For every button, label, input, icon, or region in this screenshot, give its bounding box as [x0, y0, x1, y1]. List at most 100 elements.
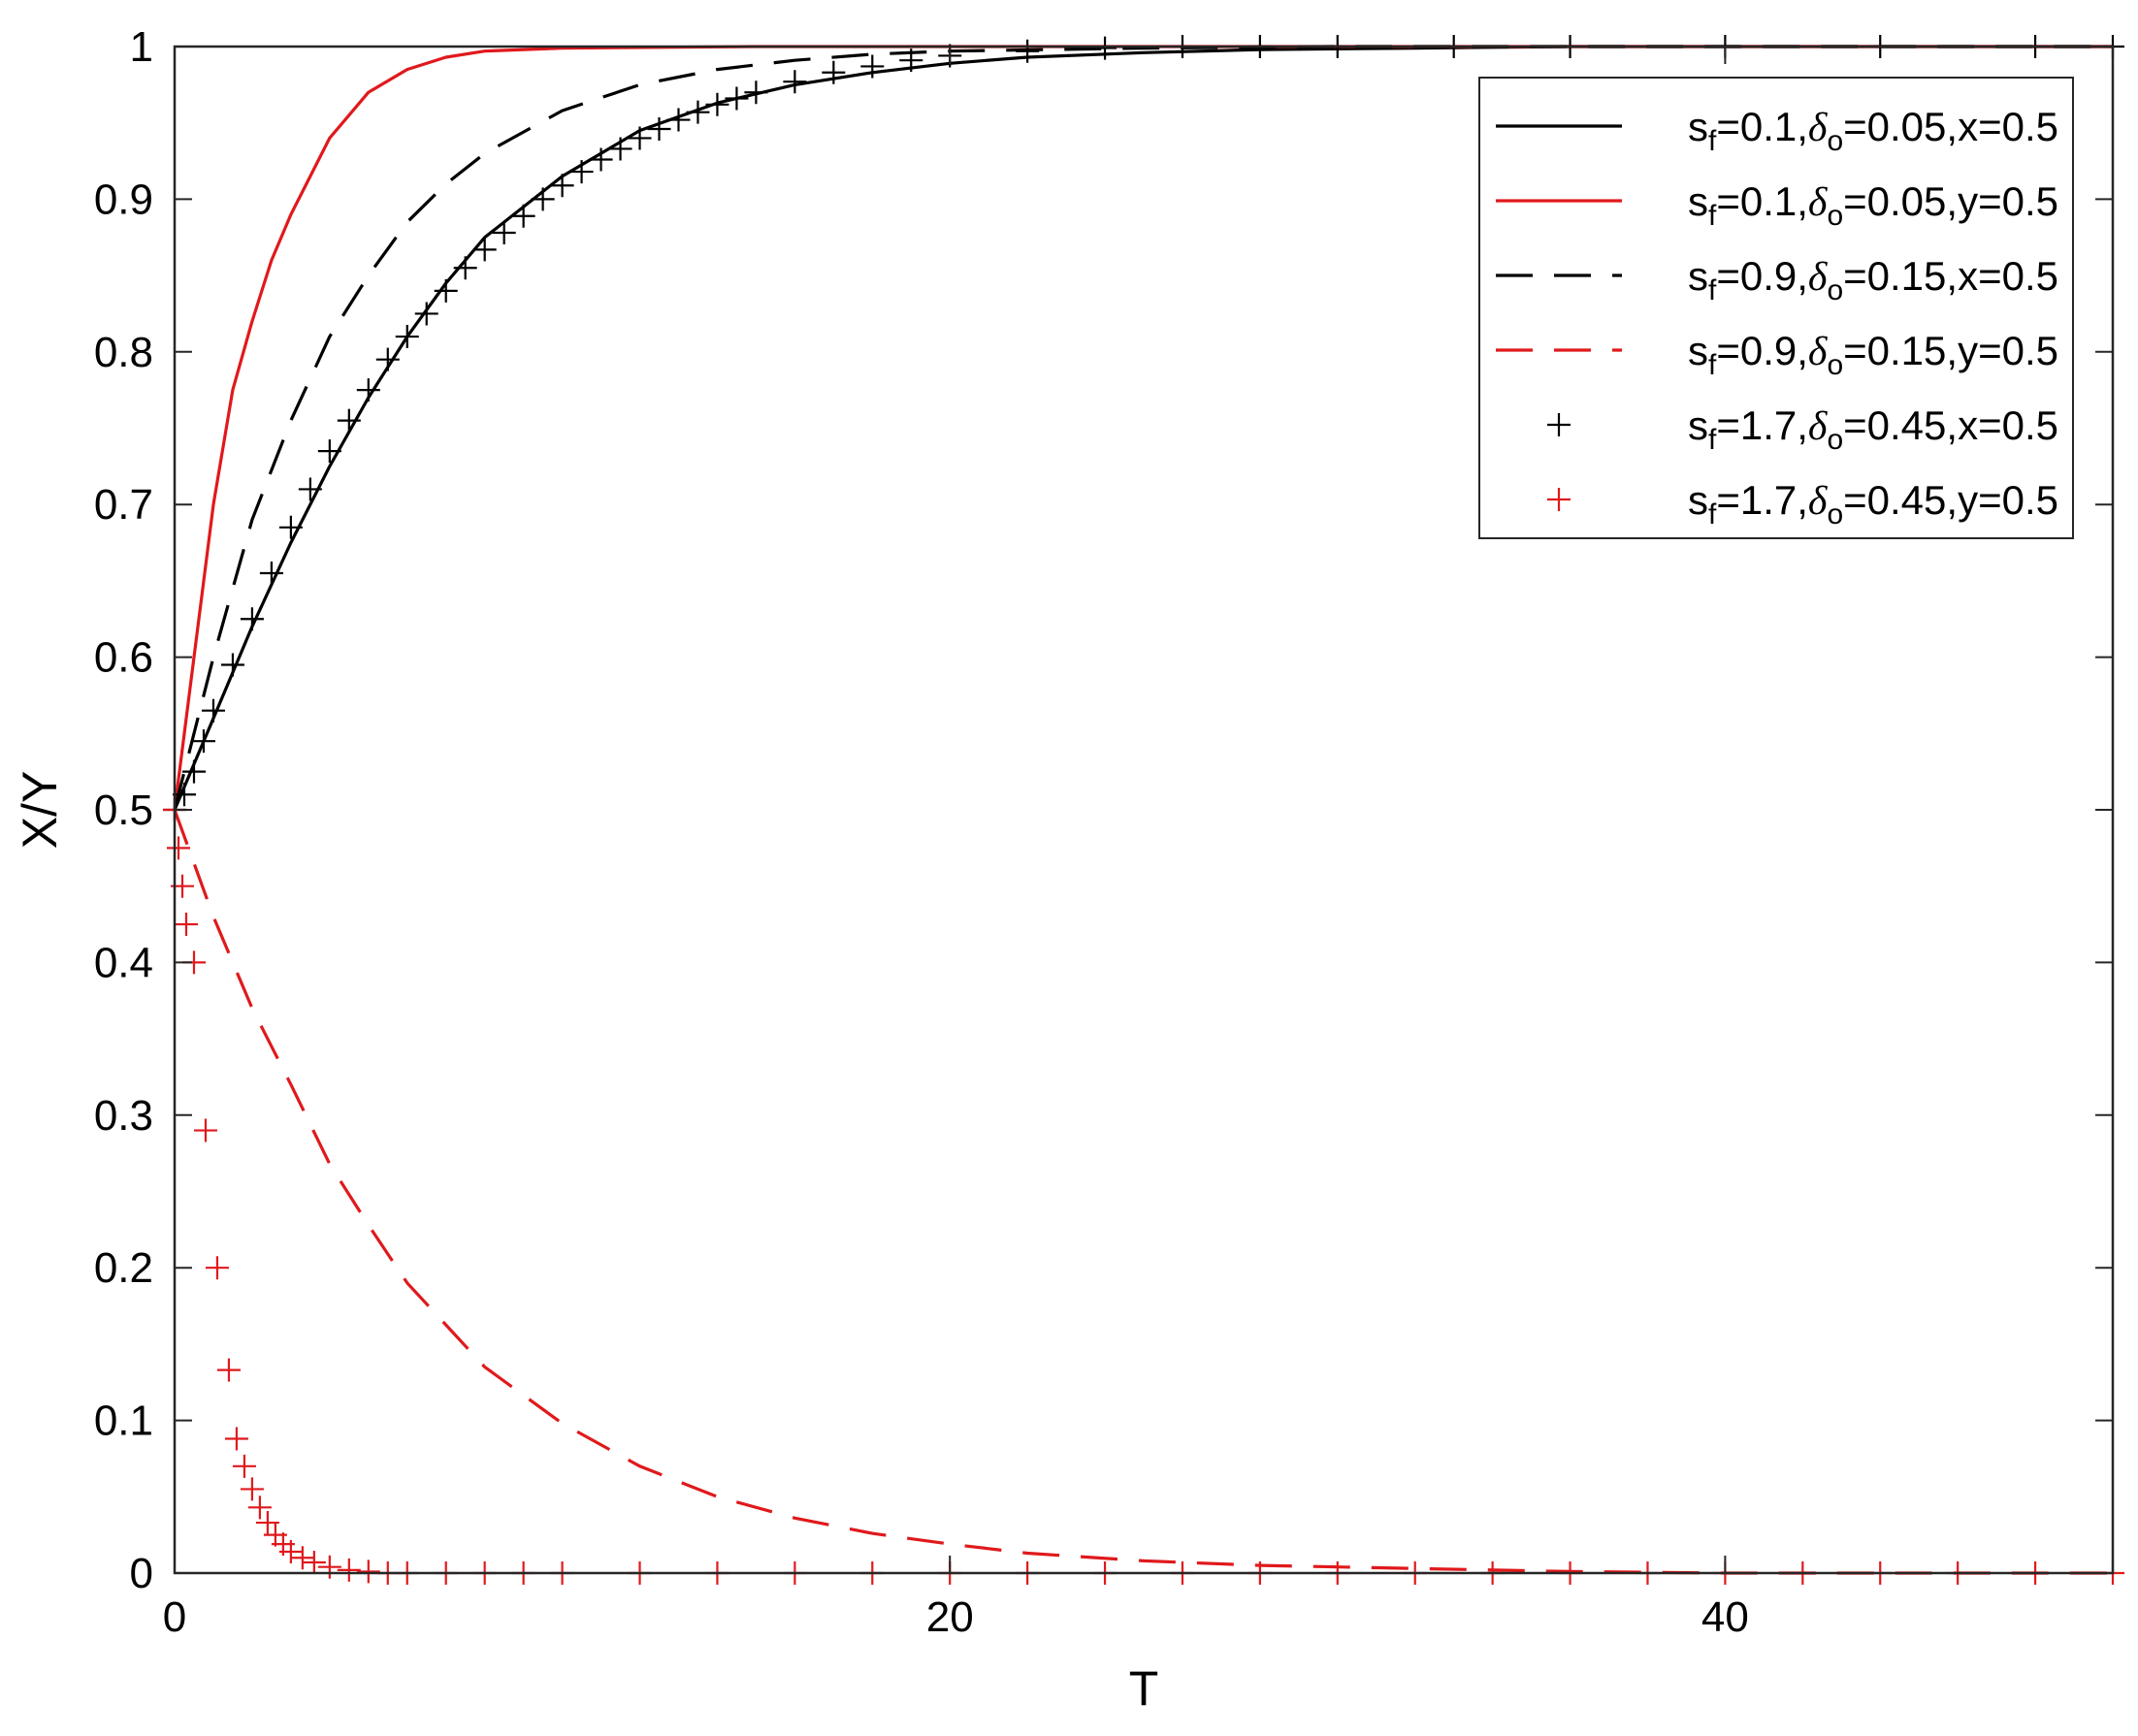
series-5-point	[822, 60, 846, 84]
series-5-point	[395, 325, 419, 349]
legend-s: s	[1688, 104, 1708, 149]
legend-sf-value: =1.7,	[1716, 402, 1808, 448]
legend-label: sf=0.1,δo=0.05,x=0.5	[1688, 104, 2058, 157]
legend-delta-value: =0.15,	[1843, 253, 1958, 299]
legend-delta-subscript: o	[1827, 349, 1843, 381]
series-6-point	[247, 1495, 272, 1520]
y-axis-label: X/Y	[13, 771, 67, 850]
y-tick-label: 0	[130, 1550, 153, 1597]
legend-sf-subscript: f	[1708, 274, 1717, 306]
legend-s: s	[1688, 402, 1708, 448]
series-5-point	[589, 147, 613, 172]
series-5-point	[511, 204, 535, 228]
ticks-layer: 0 20 40 0 0.1 0.2 0.3 0.4 0.5 0.6 0.7 0.8 0.9 1	[94, 23, 2113, 1641]
legend-label: sf=0.9,δo=0.15,x=0.5	[1688, 253, 2058, 306]
series-5-point	[705, 92, 729, 116]
legend-sf-value: =0.9,	[1716, 253, 1808, 299]
legend-delta-value: =0.45,	[1843, 402, 1958, 448]
legend-box	[1478, 77, 2074, 539]
series-6-point	[255, 1511, 279, 1535]
series-5-point	[1093, 36, 1118, 60]
legend-s: s	[1688, 477, 1708, 523]
series-5-point	[240, 607, 264, 631]
series-5-point	[220, 653, 244, 677]
legend-sf-subscript: f	[1708, 200, 1717, 232]
legend-tail: x=0.5	[1958, 402, 2058, 448]
legend-tail: y=0.5	[1958, 477, 2058, 523]
legend-delta-value: =0.05,	[1843, 104, 1958, 149]
legend-entry-4: sf=0.9,δo=0.15,y=0.5	[1496, 328, 2058, 381]
legend-entry-3: sf=0.9,δo=0.15,x=0.5	[1496, 253, 2058, 306]
legend-delta-subscript: o	[1827, 498, 1843, 530]
legend-s: s	[1688, 328, 1708, 373]
legend-label: sf=1.7,δo=0.45,x=0.5	[1688, 402, 2058, 456]
series-5-point	[453, 256, 477, 280]
series-5-point	[492, 221, 516, 245]
legend-entry-6: sf=1.7,δo=0.45,y=0.5	[1547, 477, 2058, 530]
legend-delta-subscript: o	[1827, 200, 1843, 232]
y-tick-label: 0.4	[94, 939, 153, 986]
x-axis-label: T	[1129, 1661, 1159, 1716]
legend-label: sf=1.7,δo=0.45,y=0.5	[1688, 477, 2058, 530]
series-5-point	[647, 116, 671, 141]
series-5-point	[550, 174, 574, 198]
legend-sf-subscript: f	[1708, 349, 1717, 381]
legend-delta-value: =0.45,	[1843, 477, 1958, 523]
legend-delta: δ	[1808, 330, 1829, 374]
legend-sf-subscript: f	[1708, 424, 1717, 456]
legend-sf-value: =1.7,	[1716, 477, 1808, 523]
series-6-point	[166, 836, 190, 860]
legend-entry-5: sf=1.7,δo=0.45,x=0.5	[1547, 402, 2058, 456]
legend-delta: δ	[1808, 180, 1829, 225]
legend-delta-subscript: o	[1827, 125, 1843, 157]
x-tick-label: 40	[1701, 1593, 1749, 1641]
series-5-point	[569, 160, 594, 184]
y-tick-label: 0.2	[94, 1244, 153, 1292]
series-5	[163, 35, 2124, 821]
legend-label: sf=0.1,δo=0.05,y=0.5	[1688, 178, 2058, 232]
legend-entry-2: sf=0.1,δo=0.05,y=0.5	[1496, 178, 2058, 232]
series-6-point	[317, 1555, 341, 1579]
series-6-point	[240, 1477, 264, 1501]
legend-sf-value: =0.1,	[1716, 178, 1808, 224]
legend-delta-value: =0.05,	[1843, 178, 1958, 224]
series-5-point	[628, 126, 652, 150]
x-tick-label: 0	[163, 1593, 186, 1641]
series-5-point	[181, 759, 206, 784]
legend-sf-subscript: f	[1708, 498, 1717, 530]
legend-delta: δ	[1808, 106, 1829, 150]
series-5-point	[201, 698, 225, 723]
legend-tail: y=0.5	[1958, 178, 2058, 224]
series-6-point	[216, 1358, 241, 1382]
series-5-point	[725, 86, 749, 111]
y-tick-label: 0.1	[94, 1398, 153, 1445]
series-6-point	[193, 1118, 217, 1142]
series-5-point	[899, 48, 923, 73]
series-6-point	[278, 1539, 303, 1563]
series-5-point	[172, 783, 196, 807]
series-6-point	[174, 913, 198, 937]
series-5-point	[666, 108, 691, 132]
series-6-point	[356, 1559, 380, 1584]
y-tick-label: 0.9	[94, 176, 153, 223]
series-5-point	[686, 100, 710, 124]
series-6-point	[302, 1550, 326, 1574]
legend-delta: δ	[1808, 479, 1829, 524]
series-3-line	[173, 45, 2113, 811]
legend-delta-value: =0.15,	[1843, 328, 1958, 373]
legend-delta-subscript: o	[1827, 424, 1843, 456]
y-tick-label: 0.5	[94, 787, 153, 834]
series-5-point	[860, 54, 885, 79]
series-6-point	[290, 1546, 314, 1570]
y-tick-label: 0.8	[94, 329, 153, 376]
series-5-point	[1016, 39, 1040, 63]
x-tick-label: 20	[926, 1593, 974, 1641]
y-tick-label: 1	[130, 23, 153, 71]
series-5-point	[472, 238, 497, 262]
legend-sf-value: =0.1,	[1716, 104, 1808, 149]
legend-label: sf=0.9,δo=0.15,y=0.5	[1688, 328, 2058, 381]
series-6-point	[337, 1558, 361, 1582]
series-6-point	[232, 1454, 256, 1478]
series-5-point	[783, 70, 807, 94]
